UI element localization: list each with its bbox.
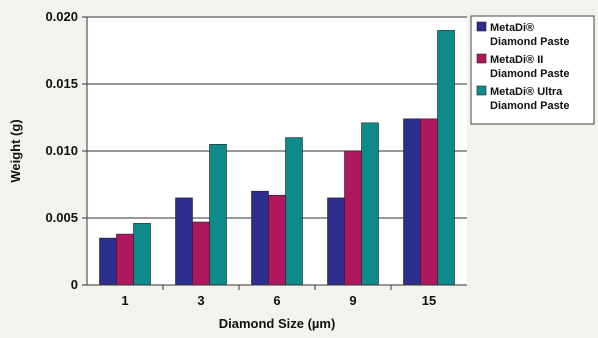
- y-tick-labels: 0 0.005 0.010 0.015 0.020: [45, 9, 87, 292]
- legend-box: [470, 15, 595, 125]
- bar: [437, 30, 455, 286]
- x-tick-label: 6: [273, 293, 280, 308]
- bar: [344, 150, 362, 286]
- x-tick-labels: 1 3 6 9 15: [121, 285, 436, 308]
- bar: [99, 237, 117, 286]
- bar: [361, 122, 379, 286]
- y-tick-label: 0.005: [45, 210, 78, 225]
- bar: [175, 197, 193, 286]
- legend-label: MetaDi®: [490, 22, 534, 34]
- x-tick-label: 1: [121, 293, 128, 308]
- legend-swatch: [476, 53, 487, 64]
- bar: [285, 137, 303, 286]
- legend-swatch: [476, 85, 487, 96]
- legend-label: MetaDi® Ultra: [490, 86, 563, 98]
- legend: MetaDi® Diamond Paste MetaDi® II Diamond Pa…: [470, 15, 595, 125]
- bar: [403, 118, 421, 286]
- x-tick-label: 9: [349, 293, 356, 308]
- y-axis-title: Weight (g): [8, 119, 23, 182]
- x-tick-label: 15: [422, 293, 436, 308]
- legend-label: MetaDi® II: [490, 54, 543, 66]
- x-axis-title: Diamond Size (µm): [219, 316, 336, 331]
- bar: [251, 190, 269, 286]
- bar: [327, 197, 345, 286]
- y-tick-label: 0: [71, 277, 78, 292]
- y-tick-label: 0.010: [45, 143, 78, 158]
- y-tick-label: 0.020: [45, 9, 78, 24]
- legend-label: Diamond Paste: [490, 68, 569, 80]
- bar: [420, 118, 438, 286]
- bar: [116, 233, 134, 286]
- bar: [192, 221, 210, 286]
- legend-label: Diamond Paste: [490, 100, 569, 112]
- legend-label: Diamond Paste: [490, 36, 569, 48]
- bar: [133, 223, 151, 286]
- bar: [209, 144, 227, 286]
- y-tick-label: 0.015: [45, 76, 78, 91]
- bar: [268, 194, 286, 286]
- x-tick-label: 3: [197, 293, 204, 308]
- legend-swatch: [476, 21, 487, 32]
- bars: [99, 30, 455, 286]
